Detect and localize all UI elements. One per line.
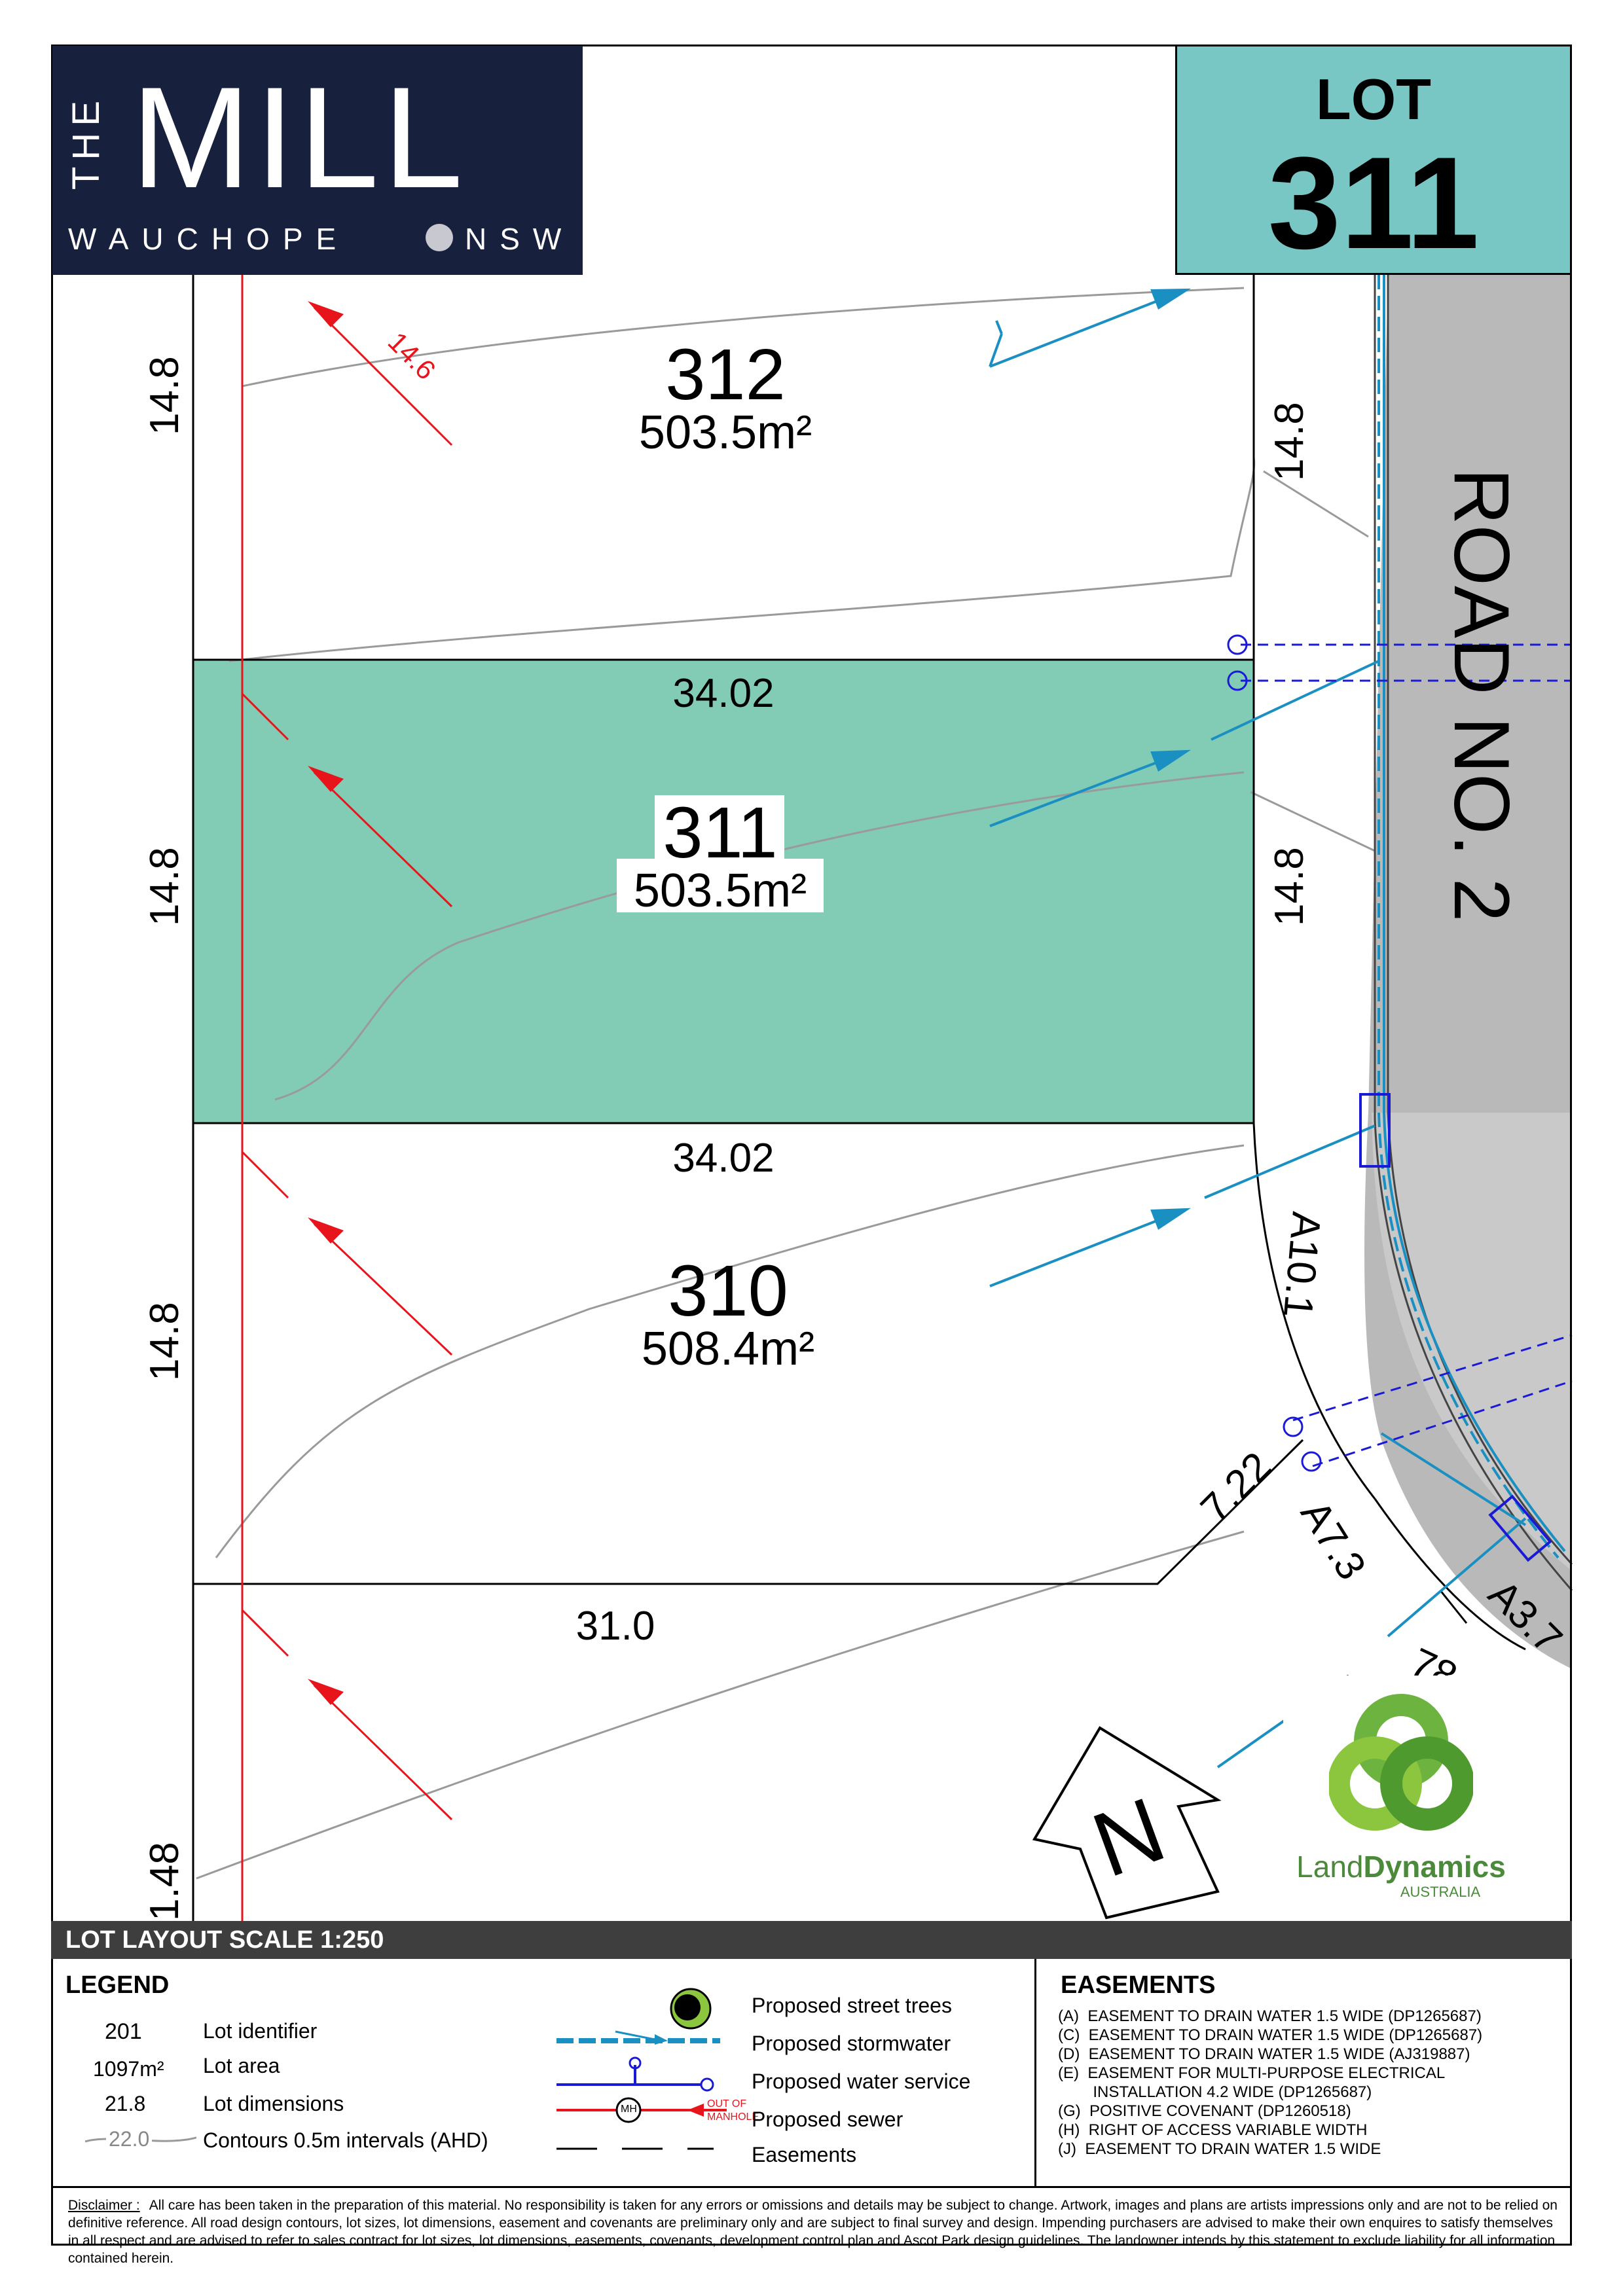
legend-symbol-contours: 22.0 <box>106 2127 153 2151</box>
disclaimer-label: Disclaimer : <box>68 2198 140 2213</box>
easement-item: (G) POSITIVE COVENANT (DP1260518) <box>1058 2102 1351 2120</box>
north-arrow: N <box>1032 1726 1222 1920</box>
legend-symbol-lot-area: 1097m² <box>93 2057 164 2081</box>
easement-item: (D) EASEMENT TO DRAIN WATER 1.5 WIDE (AJ… <box>1058 2045 1470 2063</box>
lot-plan: 312 503.5m² 311 503.5m² 310 508.4m² 14.8… <box>142 275 1573 1921</box>
disclaimer: Disclaimer : All care has been taken in t… <box>68 2197 1558 2267</box>
stormwater-pit <box>1359 1093 1391 1168</box>
legend-label-sewer: Proposed sewer <box>752 2108 903 2131</box>
sewer-line <box>241 275 453 1921</box>
dim-310-left: 14.8 <box>142 1302 187 1381</box>
easement-item: (A) EASEMENT TO DRAIN WATER 1.5 WIDE (DP… <box>1058 2007 1482 2025</box>
disclaimer-text: All care has been taken in the preparati… <box>68 2198 1558 2266</box>
dim-310-arc: A10.1 <box>1275 1210 1329 1319</box>
lot-311-label-bg <box>655 795 784 861</box>
contour-lines <box>196 287 1376 1880</box>
lot-number-box: LOT 311 <box>1175 45 1572 275</box>
logo-mill: MILL <box>131 57 467 218</box>
dim-311-left: 14.8 <box>142 847 187 926</box>
lot-312-number: 312 <box>665 334 786 415</box>
easement-item: (H) RIGHT OF ACCESS VARIABLE WIDTH <box>1058 2121 1368 2139</box>
lot-number: 311 <box>1267 130 1480 276</box>
easement-item: (C) EASEMENT TO DRAIN WATER 1.5 WIDE (DP… <box>1058 2026 1483 2044</box>
legend-label-lot-identifier: Lot identifier <box>203 2019 318 2043</box>
water-service-icon <box>556 2056 714 2092</box>
stormwater-icon <box>556 2030 720 2045</box>
lot-312-area: 503.5m² <box>639 406 812 459</box>
easement-item: (E) EASEMENT FOR MULTI-PURPOSE ELECTRICA… <box>1058 2064 1446 2082</box>
logo-the: THE <box>65 94 107 190</box>
land-dynamics-knot-icon <box>1329 1694 1473 1831</box>
dim-bottom-left: 1.48 <box>142 1842 187 1921</box>
dim-310-bottom: 31.0 <box>576 1604 655 1649</box>
land-dynamics-country: AUSTRALIA <box>1400 1884 1481 1900</box>
lot-311-number: 311 <box>663 793 777 873</box>
legend-label-street-trees: Proposed street trees <box>752 1994 952 2017</box>
legend-label-lot-area: Lot area <box>203 2054 280 2077</box>
legend-label-contours: Contours 0.5m intervals (AHD) <box>203 2128 488 2152</box>
legend-label-lot-dimensions: Lot dimensions <box>203 2092 344 2115</box>
lot-311-area: 503.5m² <box>634 865 807 917</box>
dim-311-top: 34.02 <box>672 671 774 716</box>
logo-dot-icon <box>426 224 453 251</box>
sewer-symbol-note-1: OUT OF <box>707 2098 747 2109</box>
the-mill-logo: THE MILL WAUCHOPE NSW <box>52 46 583 275</box>
north-arrow-icon <box>1032 1726 1222 1920</box>
dynamics-word: Dynamics <box>1363 1850 1506 1884</box>
legend-title: LEGEND <box>65 1971 170 1999</box>
page-frame <box>51 45 1572 2246</box>
legend-symbol-lot-identifier: 201 <box>105 2019 142 2044</box>
logo-place: WAUCHOPE <box>68 222 350 256</box>
stormwater-pit <box>1488 1494 1552 1562</box>
legend-label-water-service: Proposed water service <box>752 2070 971 2093</box>
dim-312-left: 14.8 <box>142 356 187 435</box>
legend-divider <box>1034 1959 1036 2188</box>
lot-310-area: 508.4m² <box>642 1323 814 1375</box>
logo-state: NSW <box>465 222 575 256</box>
sewer-symbol-mh: MH <box>621 2104 637 2115</box>
road-name: ROAD NO. 2 <box>1438 468 1525 922</box>
land-word: Land <box>1296 1850 1364 1884</box>
road-curve-hatch <box>1372 1113 1572 1571</box>
land-dynamics-name: LandDynamics <box>1283 1849 1519 1884</box>
easements-title: EASEMENTS <box>1061 1971 1216 1999</box>
scale-bar: LOT LAYOUT SCALE 1:250 <box>51 1921 1572 1959</box>
easement-icon <box>556 2147 714 2150</box>
dim-312-right: 14.8 <box>1267 402 1312 481</box>
legend-panel <box>51 1959 1572 2188</box>
street-tree-icon <box>670 1988 712 2030</box>
sewer-symbol-note-2: MANHOLE <box>707 2111 759 2123</box>
water-service-lines <box>1227 634 1573 1472</box>
easement-item: INSTALLATION 4.2 WIDE (DP1265687) <box>1058 2083 1372 2101</box>
land-dynamics-logo: LandDynamics AUSTRALIA <box>1283 1676 1519 1918</box>
legend-symbol-lot-dimensions: 21.8 <box>105 2092 146 2115</box>
legend-label-stormwater: Proposed stormwater <box>752 2032 951 2055</box>
lot-310-number: 310 <box>668 1251 788 1331</box>
dim-311-right: 14.8 <box>1267 847 1312 926</box>
sewer-arrowheads <box>308 301 344 1705</box>
stormwater-arrows <box>989 288 1192 1287</box>
lot-label: LOT <box>1316 67 1431 132</box>
legend-label-easements: Easements <box>752 2143 857 2166</box>
easement-item: (J) EASEMENT TO DRAIN WATER 1.5 WIDE <box>1058 2140 1381 2158</box>
lot-311-area-bg <box>617 859 824 912</box>
sewer-icon <box>556 2097 727 2123</box>
dim-311-bottom: 34.02 <box>672 1136 774 1181</box>
lot-boundaries <box>192 275 1526 1921</box>
